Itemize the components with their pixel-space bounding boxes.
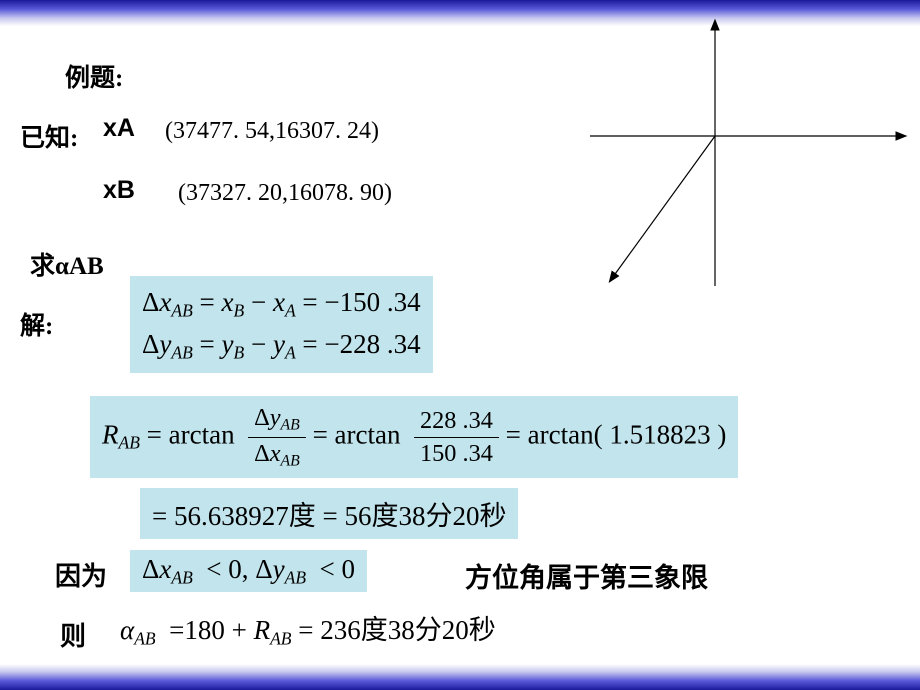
coord-A: (37477. 54,16307. 24) [165, 118, 379, 145]
label-xA: xA [103, 114, 135, 143]
label-given: 已知: [20, 118, 78, 154]
label-because: 因为 [55, 556, 107, 593]
label-solve: 解: [20, 306, 53, 342]
eq-dy-line: ΔyAB = yB − yA = −228 .34 [142, 324, 421, 366]
eq-arctan: RAB = arctan ΔyAB ΔxAB = arctan 228 .34 … [90, 396, 738, 478]
label-example: 例题: [65, 58, 123, 94]
slide-content: 例题: 已知: xA (37477. 54,16307. 24) xB (373… [0, 26, 920, 664]
label-find: 求αAB [30, 246, 104, 282]
eq-delta: ΔxAB = xB − xA = −150 .34 ΔyAB = yB − yA… [130, 276, 433, 373]
eq-condition: ΔxAB < 0, ΔyAB < 0 [130, 550, 367, 592]
coordinate-diagram [590, 16, 910, 296]
gradient-bottom [0, 664, 920, 690]
label-quadrant: 方位角属于第三象限 [465, 556, 708, 595]
label-then: 则 [60, 616, 86, 653]
eq-dx-line: ΔxAB = xB − xA = −150 .34 [142, 282, 421, 324]
eq-final: αAB =180 + RAB = 236度38分20秒 [120, 608, 496, 649]
coord-B: (37327. 20,16078. 90) [178, 180, 392, 207]
eq-degrees: = 56.638927度 = 56度38分20秒 [140, 488, 518, 539]
label-xB: xB [103, 176, 135, 205]
